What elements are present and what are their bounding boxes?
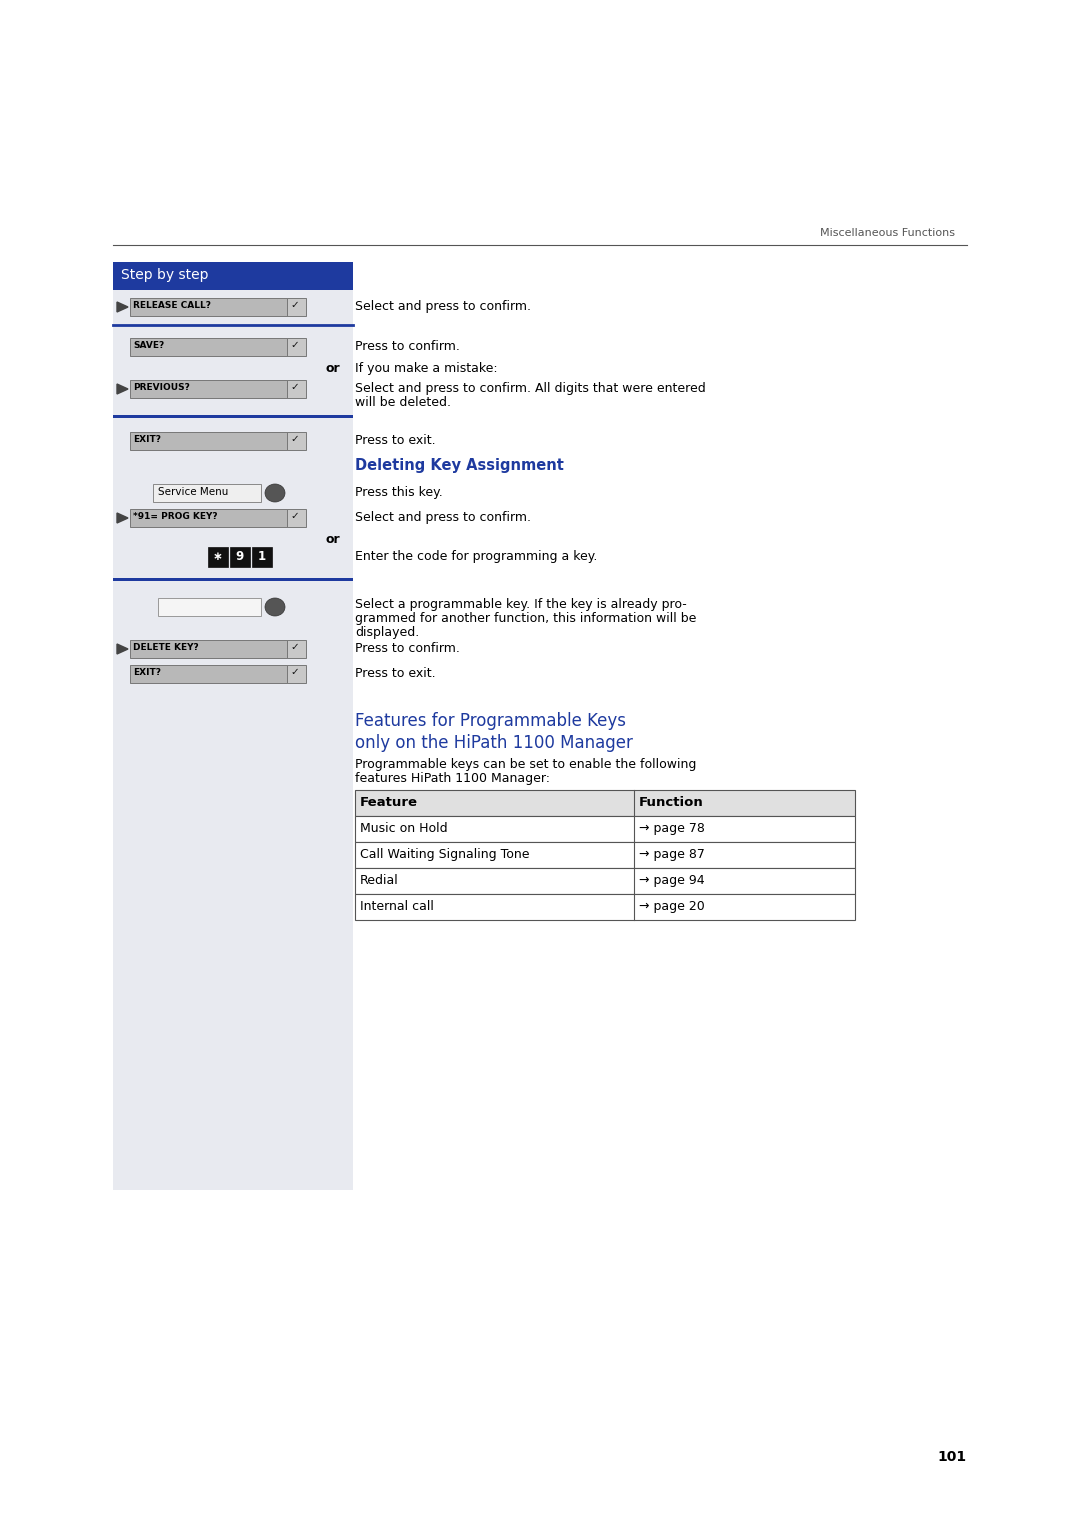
Polygon shape bbox=[117, 384, 129, 394]
Text: Press this key.: Press this key. bbox=[355, 486, 443, 500]
Bar bbox=[113, 581, 353, 759]
Text: Features for Programmable Keys: Features for Programmable Keys bbox=[355, 712, 626, 730]
Text: Select and press to confirm.: Select and press to confirm. bbox=[355, 510, 531, 524]
Text: Select and press to confirm. All digits that were entered: Select and press to confirm. All digits … bbox=[355, 382, 705, 396]
Bar bbox=[130, 338, 287, 356]
Text: Call Waiting Signaling Tone: Call Waiting Signaling Tone bbox=[360, 848, 529, 860]
Bar bbox=[287, 665, 306, 683]
Text: SAVE?: SAVE? bbox=[133, 341, 164, 350]
Bar bbox=[287, 509, 306, 527]
Text: → page 20: → page 20 bbox=[639, 900, 705, 914]
Bar bbox=[252, 547, 272, 567]
Bar bbox=[113, 419, 353, 630]
Bar bbox=[130, 509, 287, 527]
Bar bbox=[130, 380, 287, 397]
Bar bbox=[355, 842, 855, 868]
Bar bbox=[287, 298, 306, 316]
Text: Press to confirm.: Press to confirm. bbox=[355, 642, 460, 656]
Bar bbox=[130, 640, 287, 659]
Text: displayed.: displayed. bbox=[355, 626, 419, 639]
Text: EXIT?: EXIT? bbox=[133, 435, 161, 445]
Bar bbox=[130, 432, 287, 451]
Text: only on the HiPath 1100 Manager: only on the HiPath 1100 Manager bbox=[355, 733, 633, 752]
Text: Press to exit.: Press to exit. bbox=[355, 668, 435, 680]
Bar bbox=[208, 547, 228, 567]
Text: ✓: ✓ bbox=[291, 510, 299, 521]
Bar bbox=[355, 868, 855, 894]
Text: EXIT?: EXIT? bbox=[133, 668, 161, 677]
Text: or: or bbox=[325, 362, 340, 374]
Polygon shape bbox=[117, 513, 129, 523]
Bar bbox=[355, 790, 855, 816]
Bar bbox=[355, 894, 855, 920]
Bar bbox=[287, 338, 306, 356]
Text: *91= PROG KEY?: *91= PROG KEY? bbox=[133, 512, 218, 521]
Bar bbox=[355, 816, 855, 842]
Text: DELETE KEY?: DELETE KEY? bbox=[133, 643, 199, 652]
Bar bbox=[130, 298, 287, 316]
Text: Miscellaneous Functions: Miscellaneous Functions bbox=[820, 228, 955, 238]
Bar bbox=[113, 290, 353, 439]
Text: ∗: ∗ bbox=[213, 550, 222, 562]
Text: PREVIOUS?: PREVIOUS? bbox=[133, 384, 190, 393]
Text: 1: 1 bbox=[258, 550, 266, 562]
Text: → page 87: → page 87 bbox=[639, 848, 705, 860]
Text: ✓: ✓ bbox=[291, 642, 299, 652]
Bar bbox=[287, 432, 306, 451]
Text: RELEASE CALL?: RELEASE CALL? bbox=[133, 301, 211, 310]
Text: ✓: ✓ bbox=[291, 434, 299, 445]
Text: → page 94: → page 94 bbox=[639, 874, 704, 886]
Text: or: or bbox=[325, 533, 340, 545]
Ellipse shape bbox=[265, 484, 285, 503]
Text: Function: Function bbox=[639, 796, 704, 808]
Text: Redial: Redial bbox=[360, 874, 399, 886]
Text: ✓: ✓ bbox=[291, 382, 299, 393]
Bar bbox=[113, 578, 353, 581]
Bar bbox=[130, 665, 287, 683]
Text: Service Menu: Service Menu bbox=[158, 487, 228, 497]
Text: grammed for another function, this information will be: grammed for another function, this infor… bbox=[355, 613, 697, 625]
Text: ✓: ✓ bbox=[291, 341, 299, 350]
Text: Deleting Key Assignment: Deleting Key Assignment bbox=[355, 458, 564, 474]
Text: will be deleted.: will be deleted. bbox=[355, 396, 451, 410]
Text: 9: 9 bbox=[235, 550, 244, 562]
Bar bbox=[153, 484, 261, 503]
Text: Music on Hold: Music on Hold bbox=[360, 822, 447, 834]
Text: ✓: ✓ bbox=[291, 668, 299, 677]
Bar bbox=[287, 380, 306, 397]
Text: Step by step: Step by step bbox=[121, 267, 208, 283]
Bar bbox=[113, 261, 353, 290]
Polygon shape bbox=[117, 303, 129, 312]
Text: Feature: Feature bbox=[360, 796, 418, 808]
Text: Select a programmable key. If the key is already pro-: Select a programmable key. If the key is… bbox=[355, 597, 687, 611]
Ellipse shape bbox=[265, 597, 285, 616]
Text: Internal call: Internal call bbox=[360, 900, 434, 914]
Text: Press to exit.: Press to exit. bbox=[355, 434, 435, 448]
Text: → page 78: → page 78 bbox=[639, 822, 705, 834]
Text: Press to confirm.: Press to confirm. bbox=[355, 341, 460, 353]
Bar bbox=[158, 597, 261, 616]
Text: 101: 101 bbox=[937, 1450, 967, 1464]
Bar bbox=[230, 547, 249, 567]
Text: ✓: ✓ bbox=[291, 299, 299, 310]
Bar bbox=[113, 416, 353, 419]
Text: If you make a mistake:: If you make a mistake: bbox=[355, 362, 498, 374]
Text: features HiPath 1100 Manager:: features HiPath 1100 Manager: bbox=[355, 772, 550, 785]
Text: Enter the code for programming a key.: Enter the code for programming a key. bbox=[355, 550, 597, 562]
Bar bbox=[287, 640, 306, 659]
Bar bbox=[113, 759, 353, 1190]
Text: Programmable keys can be set to enable the following: Programmable keys can be set to enable t… bbox=[355, 758, 697, 772]
Text: Select and press to confirm.: Select and press to confirm. bbox=[355, 299, 531, 313]
Polygon shape bbox=[117, 643, 129, 654]
